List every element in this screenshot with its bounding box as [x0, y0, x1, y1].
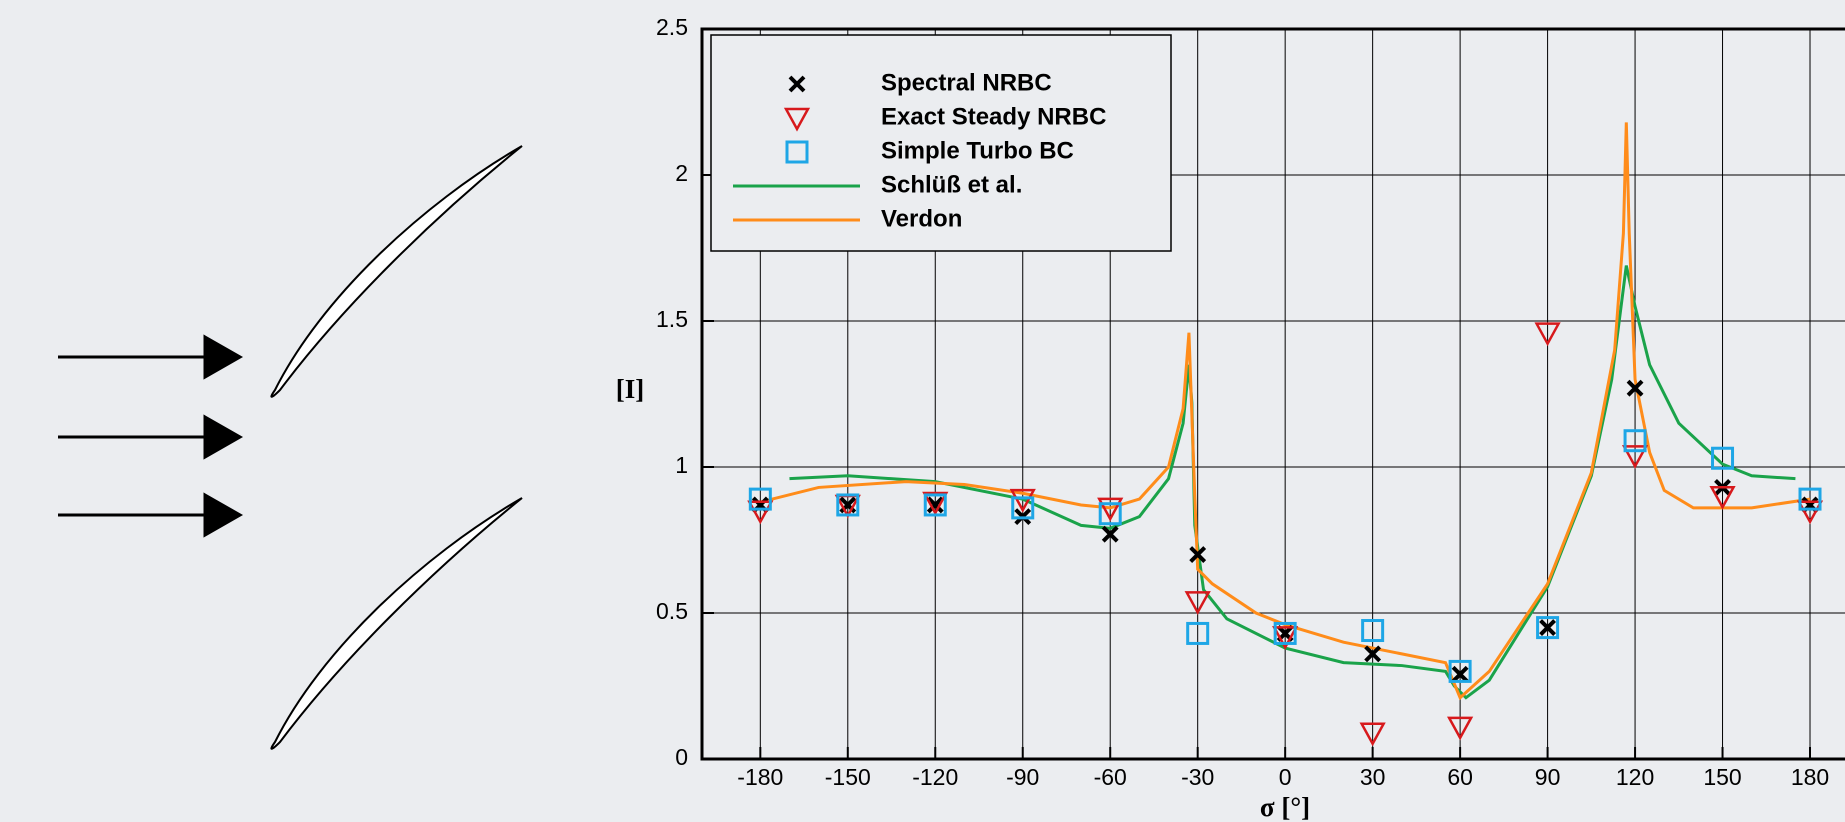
triangle-marker — [747, 500, 774, 525]
square-marker — [1186, 621, 1210, 645]
square-marker — [1448, 659, 1472, 683]
legend-label: Exact Steady NRBC — [881, 103, 1106, 130]
x-tick-label: -180 — [737, 764, 783, 790]
y-tick-label: 0.5 — [656, 598, 688, 624]
legend-label: Schlüß et al. — [881, 171, 1022, 198]
x-tick-label: 30 — [1360, 764, 1386, 790]
x-marker — [1539, 619, 1557, 637]
x-tick-label: -150 — [825, 764, 871, 790]
square-marker — [1623, 429, 1647, 453]
legend-label: Spectral NRBC — [881, 69, 1052, 96]
x-tick-label: -120 — [912, 764, 958, 790]
square-marker — [1536, 616, 1560, 640]
data-line — [789, 265, 1796, 700]
y-tick-label: 1.5 — [656, 306, 688, 332]
x-tick-label: 180 — [1791, 764, 1829, 790]
square-marker — [1361, 619, 1385, 643]
y-tick-label: 0 — [675, 744, 688, 770]
x-tick-label: -90 — [1006, 764, 1039, 790]
x-tick-label: 0 — [1279, 764, 1292, 790]
x-marker — [788, 75, 806, 93]
triangle-marker — [1009, 488, 1036, 513]
square-marker — [836, 493, 860, 517]
x-marker — [1626, 379, 1644, 397]
triangle-marker — [1534, 322, 1561, 347]
triangle-marker — [1446, 716, 1474, 741]
x-marker — [1101, 525, 1119, 543]
legend-label: Verdon — [881, 205, 962, 232]
x-tick-label: 150 — [1703, 764, 1741, 790]
triangle-marker — [783, 107, 811, 132]
cascade-diagram — [58, 334, 244, 538]
square-marker — [1098, 502, 1122, 526]
x-tick-label: 90 — [1535, 764, 1561, 790]
y-tick-label: 1 — [675, 452, 688, 478]
square-marker — [1273, 621, 1297, 645]
x-tick-label: -30 — [1181, 764, 1214, 790]
y-tick-label: 2 — [675, 160, 688, 186]
square-marker — [785, 140, 809, 164]
square-marker — [1711, 446, 1735, 470]
triangle-marker — [1709, 485, 1736, 510]
x-marker — [1451, 665, 1469, 683]
x-tick-label: 60 — [1447, 764, 1473, 790]
x-tick-label: -60 — [1094, 764, 1127, 790]
legend-label: Simple Turbo BC — [881, 137, 1074, 164]
triangle-marker — [1097, 497, 1124, 522]
triangle-marker — [922, 491, 949, 516]
airfoils — [270, 145, 523, 750]
triangle-marker — [1621, 445, 1649, 469]
y-axis-label: [I] — [616, 374, 645, 404]
y-tick-label: 2.5 — [656, 14, 688, 40]
x-marker — [1364, 645, 1382, 663]
square-marker — [1011, 496, 1035, 520]
triangle-marker — [1184, 591, 1211, 615]
data-line — [759, 122, 1811, 701]
x-tick-label: 120 — [1616, 764, 1654, 790]
x-axis-label: σ [°] — [1260, 792, 1310, 822]
x-marker — [926, 496, 944, 514]
legend: Spectral NRBC Exact Steady NRBC Simple Tur… — [710, 34, 1172, 252]
triangle-marker — [1272, 626, 1299, 650]
square-marker — [1798, 487, 1822, 511]
square-marker — [748, 487, 772, 511]
square-marker — [923, 493, 947, 517]
triangle-marker — [1359, 722, 1386, 747]
x-marker — [1189, 546, 1207, 564]
plot-frame — [700, 27, 1845, 761]
triangle-marker — [1796, 500, 1824, 525]
